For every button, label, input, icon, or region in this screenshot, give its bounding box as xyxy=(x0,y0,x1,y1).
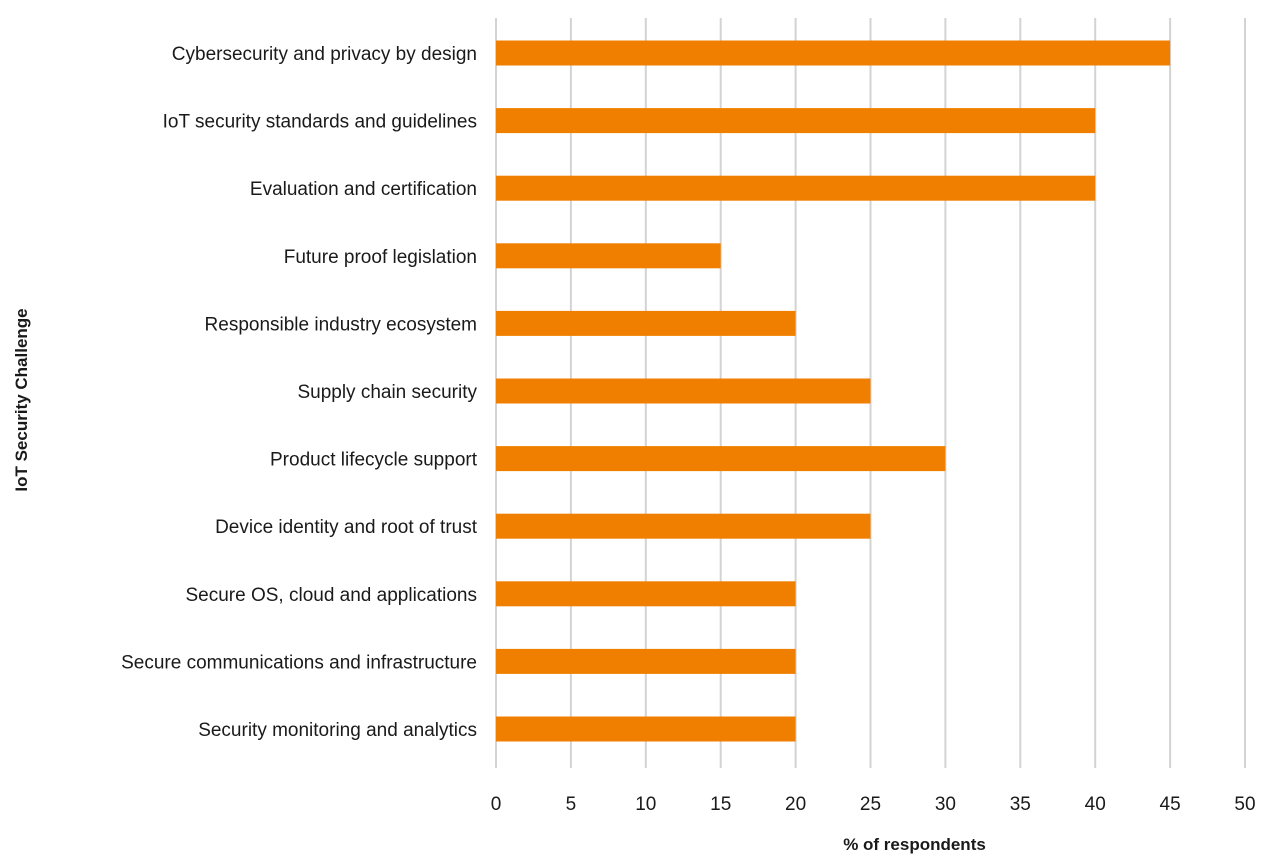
y-axis-title: IoT Security Challenge xyxy=(12,308,31,491)
category-label: Secure communications and infrastructure xyxy=(121,652,477,673)
x-axis-title: % of respondents xyxy=(843,835,986,854)
bar xyxy=(496,581,796,607)
x-tick-label: 30 xyxy=(935,794,956,815)
x-tick-label: 40 xyxy=(1085,794,1106,815)
x-tick-label: 25 xyxy=(860,794,881,815)
category-labels: Cybersecurity and privacy by design IoT s… xyxy=(121,44,478,741)
category-label: Secure OS, cloud and applications xyxy=(185,585,477,606)
bar xyxy=(496,513,871,539)
x-tick-label: 20 xyxy=(785,794,806,815)
category-label: Responsible industry ecosystem xyxy=(205,314,477,335)
x-tick-label: 10 xyxy=(635,794,656,815)
x-tick-label: 15 xyxy=(710,794,731,815)
x-tick-label: 45 xyxy=(1160,794,1181,815)
category-label: Future proof legislation xyxy=(284,247,477,268)
category-label: Cybersecurity and privacy by design xyxy=(172,44,477,65)
bar xyxy=(496,716,796,742)
x-tick-label: 50 xyxy=(1234,794,1255,815)
category-label: Evaluation and certification xyxy=(250,179,477,200)
bar xyxy=(496,175,1096,201)
bar xyxy=(496,243,721,269)
x-tick-labels: 0 5 10 15 20 25 30 35 40 45 50 xyxy=(491,794,1256,815)
category-label: Supply chain security xyxy=(297,382,477,403)
bar xyxy=(496,378,871,404)
bar xyxy=(496,446,946,472)
bar xyxy=(496,310,796,336)
x-tick-label: 5 xyxy=(566,794,577,815)
bar xyxy=(496,40,1171,66)
x-tick-label: 35 xyxy=(1010,794,1031,815)
bar xyxy=(496,108,1096,134)
category-label: IoT security standards and guidelines xyxy=(163,112,477,133)
bars xyxy=(496,40,1171,742)
category-label: Device identity and root of trust xyxy=(215,517,478,538)
bar xyxy=(496,648,796,674)
category-label: Product lifecycle support xyxy=(270,450,478,471)
x-tick-label: 0 xyxy=(491,794,502,815)
category-label: Security monitoring and analytics xyxy=(198,720,477,741)
